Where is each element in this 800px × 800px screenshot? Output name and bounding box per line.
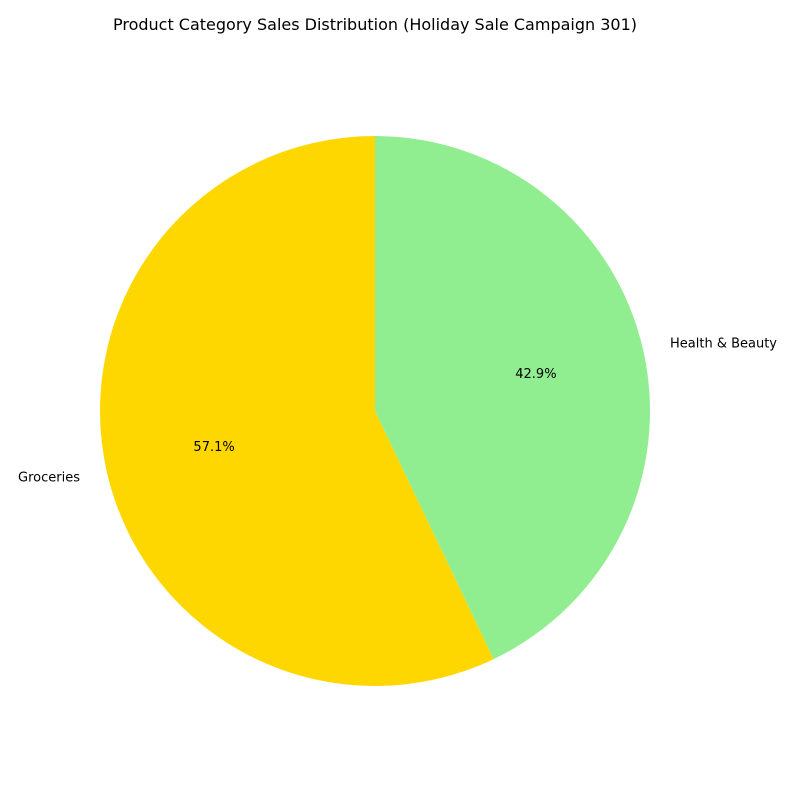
percent-label-health-beauty: 42.9% [515,367,556,382]
pie-slices [100,136,650,687]
slice-label-groceries: Groceries [18,470,80,485]
pie-slice-groceries [100,136,494,687]
pie-slice-health-beauty [375,136,650,660]
slice-label-health-beauty: Health & Beauty [670,337,777,352]
percent-label-groceries: 57.1% [193,440,234,455]
chart-title: Product Category Sales Distribution (Hol… [113,15,637,34]
pie-labels: 57.1% Groceries 42.9% Health & Beauty [18,337,777,486]
